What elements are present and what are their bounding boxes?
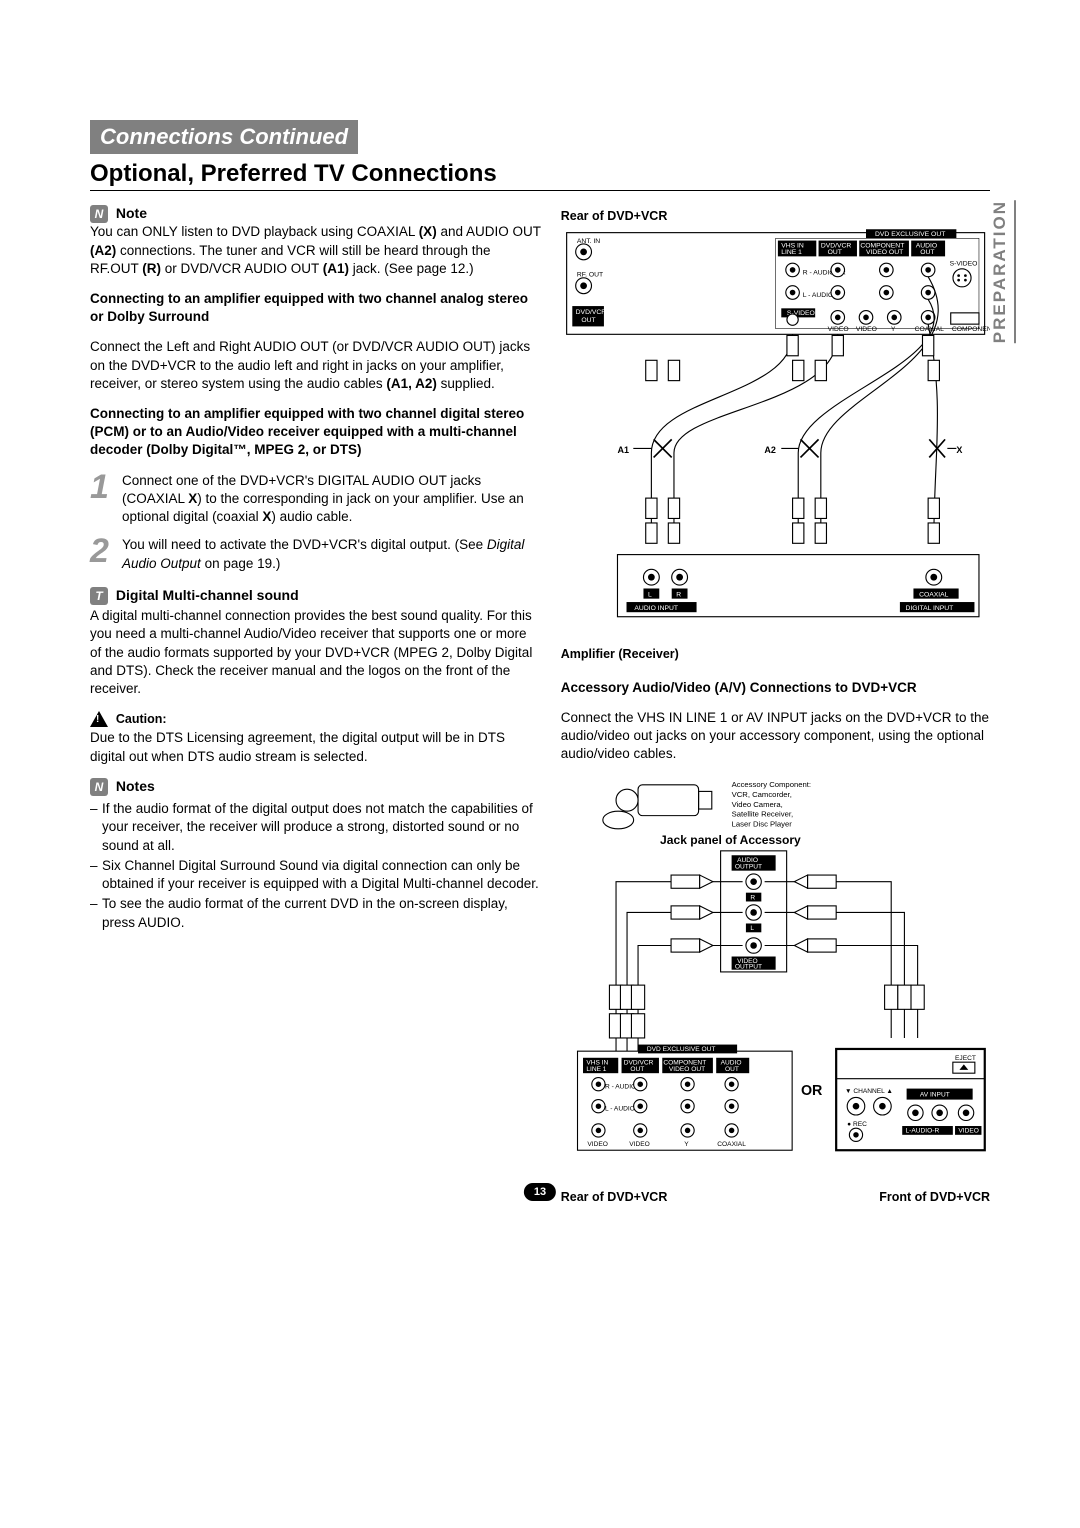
svg-text:OUT: OUT — [630, 1066, 644, 1073]
right-column: Rear of DVD+VCR ANT. IN RF. OUT DVD/VCRO… — [561, 205, 990, 1208]
notes-icon: N — [90, 778, 108, 796]
step-num-2: 2 — [90, 536, 118, 572]
svg-text:Y: Y — [891, 326, 896, 333]
rear-label: Rear of DVD+VCR — [561, 1190, 668, 1204]
left-column: N Note You can ONLY listen to DVD playba… — [90, 205, 541, 1208]
svg-text:AUDIO INPUT: AUDIO INPUT — [634, 605, 678, 612]
manual-page: Connections Continued Optional, Preferre… — [0, 0, 1080, 1278]
svg-text:COAXIAL: COAXIAL — [717, 1140, 746, 1147]
svg-text:VIDEO OUT: VIDEO OUT — [669, 1066, 705, 1073]
label-x: X — [956, 445, 962, 455]
diagram-rear-amplifier: ANT. IN RF. OUT DVD/VCROUT VHS INLINE 1 … — [561, 227, 990, 634]
svg-text:L: L — [648, 591, 652, 598]
diag1-title: Rear of DVD+VCR — [561, 209, 990, 223]
caution-text: Due to the DTS Licensing agreement, the … — [90, 729, 541, 765]
svg-text:Accessory Component:: Accessory Component: — [731, 780, 810, 789]
page-number-pill: 13 — [524, 1183, 556, 1201]
amp-2ch-heading: Connecting to an amplifier equipped with… — [90, 290, 541, 326]
page-number: 13 — [524, 1182, 556, 1198]
svg-text:L: L — [750, 925, 754, 932]
svg-text:Laser Disc Player: Laser Disc Player — [731, 819, 792, 828]
main-title: Optional, Preferred TV Connections — [90, 160, 990, 191]
tip-label: Digital Multi-channel sound — [116, 587, 299, 603]
svg-text:● REC: ● REC — [847, 1121, 867, 1128]
svg-text:VIDEO: VIDEO — [587, 1140, 608, 1147]
amp-digital-heading: Connecting to an amplifier equipped with… — [90, 405, 541, 460]
svg-text:COMPONENT: COMPONENT — [952, 326, 990, 333]
step-num-1: 1 — [90, 472, 118, 527]
note-label: Note — [116, 205, 147, 221]
svg-text:L-AUDIO-R: L-AUDIO-R — [905, 1127, 939, 1134]
note-text: You can ONLY listen to DVD playback usin… — [90, 223, 541, 278]
svg-text:OUTPUT: OUTPUT — [735, 963, 762, 970]
svg-text:VCR, Camcorder,: VCR, Camcorder, — [731, 789, 791, 798]
svg-text:Y: Y — [684, 1140, 689, 1147]
list-item: To see the audio format of the current D… — [102, 895, 541, 931]
svg-text:Satellite Receiver,: Satellite Receiver, — [731, 809, 793, 818]
svg-text:OR: OR — [801, 1083, 823, 1099]
amp-label: Amplifier (Receiver) — [561, 647, 990, 661]
front-label: Front of DVD+VCR — [879, 1190, 990, 1204]
svg-text:DVD EXCLUSIVE OUT: DVD EXCLUSIVE OUT — [647, 1046, 716, 1053]
diagram-accessory: Accessory Component: VCR, Camcorder, Vid… — [561, 776, 990, 1183]
svg-text:R: R — [750, 894, 755, 901]
svg-text:AV INPUT: AV INPUT — [920, 1091, 950, 1098]
step-2-text: You will need to activate the DVD+VCR's … — [122, 536, 541, 572]
svg-text:Jack panel of Accessory: Jack panel of Accessory — [660, 833, 801, 847]
accessory-heading: Accessory Audio/Video (A/V) Connections … — [561, 679, 990, 697]
svg-text:LINE 1: LINE 1 — [781, 249, 802, 256]
svg-text:DIGITAL INPUT: DIGITAL INPUT — [905, 605, 953, 612]
label-a1: A1 — [617, 445, 629, 455]
svg-text:OUTPUT: OUTPUT — [735, 863, 762, 870]
svg-text:VIDEO OUT: VIDEO OUT — [866, 249, 903, 256]
svg-text:S-VIDEO: S-VIDEO — [949, 260, 977, 267]
svg-text:VIDEO: VIDEO — [856, 326, 877, 333]
tip-icon: T — [90, 587, 108, 605]
svg-text:VIDEO: VIDEO — [629, 1140, 650, 1147]
note-block: N Note You can ONLY listen to DVD playba… — [90, 205, 541, 278]
notes-list: If the audio format of the digital outpu… — [90, 800, 541, 932]
content-columns: N Note You can ONLY listen to DVD playba… — [90, 205, 990, 1208]
svg-text:VIDEO: VIDEO — [827, 326, 848, 333]
svg-text:COAXIAL: COAXIAL — [919, 591, 949, 598]
svg-text:OUT: OUT — [920, 249, 934, 256]
svg-text:R: R — [676, 591, 681, 598]
svg-text:▼ CHANNEL ▲: ▼ CHANNEL ▲ — [845, 1088, 893, 1095]
svg-text:EJECT: EJECT — [955, 1055, 976, 1062]
svg-text:OUT: OUT — [827, 249, 841, 256]
note-icon: N — [90, 205, 108, 223]
amp-2ch-text: Connect the Left and Right AUDIO OUT (or… — [90, 338, 541, 393]
caution-label: Caution: — [116, 712, 167, 726]
svg-text:LINE 1: LINE 1 — [586, 1066, 606, 1073]
side-tab: PREPARATION — [990, 200, 1016, 343]
list-item: If the audio format of the digital outpu… — [102, 800, 541, 855]
section-header: Connections Continued — [90, 120, 358, 154]
caution-icon — [90, 711, 108, 727]
svg-text:VIDEO: VIDEO — [958, 1127, 979, 1134]
caution-row: Caution: — [90, 710, 541, 727]
svg-text:ANT. IN: ANT. IN — [577, 238, 600, 245]
svg-text:DVD/VCR: DVD/VCR — [575, 309, 606, 316]
label-a2: A2 — [764, 445, 776, 455]
notes-label: Notes — [116, 778, 155, 794]
list-item: Six Channel Digital Surround Sound via d… — [102, 857, 541, 893]
svg-text:OUT: OUT — [581, 317, 595, 324]
tip-row: T Digital Multi-channel sound — [90, 587, 541, 605]
svg-text:RF. OUT: RF. OUT — [577, 272, 603, 279]
diag2-labels: Rear of DVD+VCR Front of DVD+VCR — [561, 1186, 990, 1208]
notes-row: N Notes — [90, 778, 541, 796]
accessory-text: Connect the VHS IN LINE 1 or AV INPUT ja… — [561, 709, 990, 764]
svg-text:DVD EXCLUSIVE OUT: DVD EXCLUSIVE OUT — [875, 231, 945, 238]
step-2: 2 You will need to activate the DVD+VCR'… — [90, 536, 541, 572]
step-1: 1 Connect one of the DVD+VCR's DIGITAL A… — [90, 472, 541, 527]
tip-text: A digital multi-channel connection provi… — [90, 607, 541, 698]
svg-text:Video Camera,: Video Camera, — [731, 799, 782, 808]
svg-text:OUT: OUT — [725, 1066, 739, 1073]
step-1-text: Connect one of the DVD+VCR's DIGITAL AUD… — [122, 472, 541, 527]
